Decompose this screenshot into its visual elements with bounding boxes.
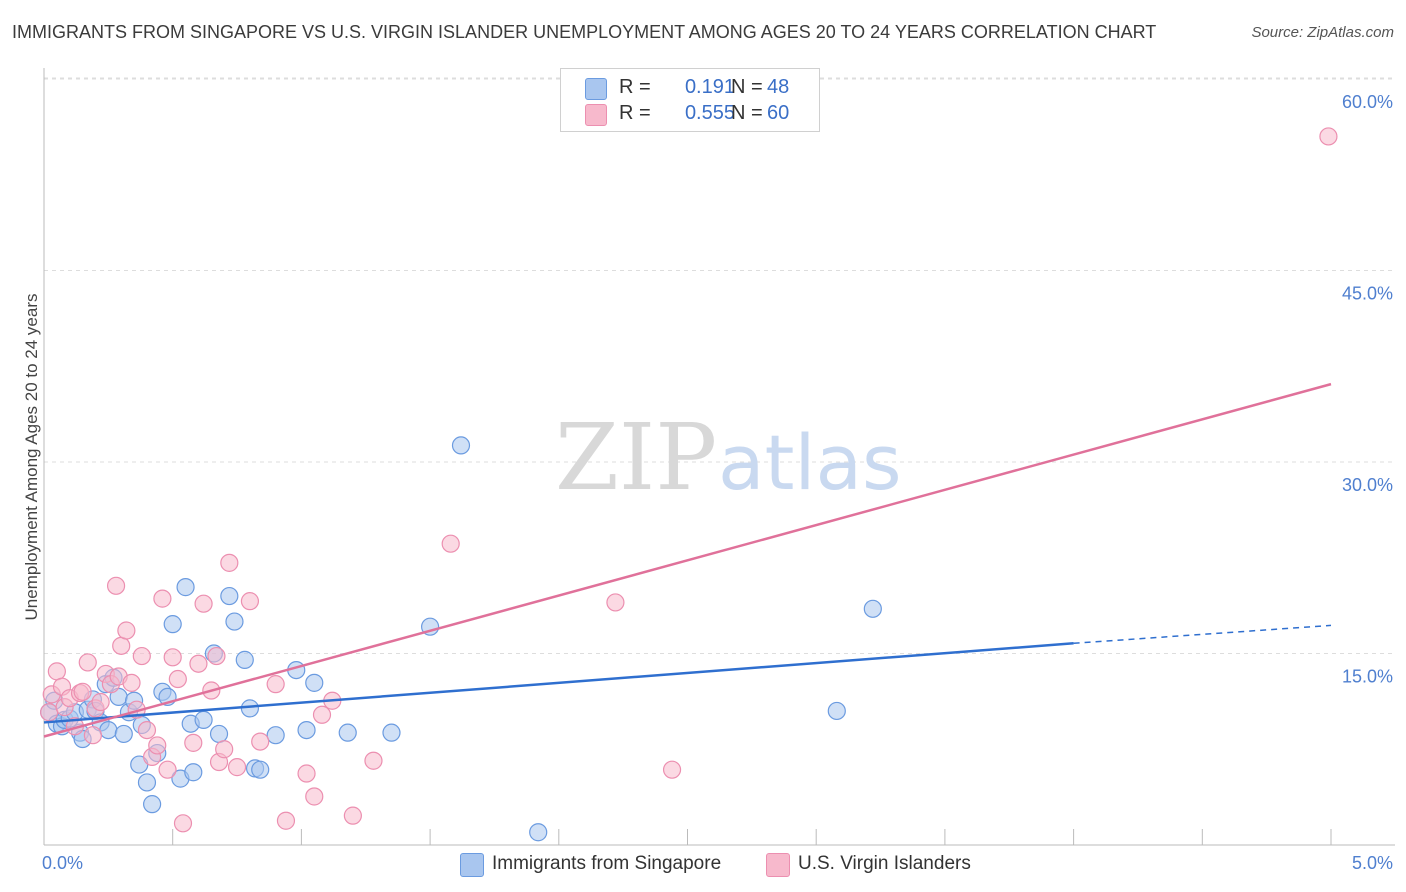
- point-virgin-islanders: [137, 720, 157, 740]
- point-singapore: [176, 578, 195, 597]
- y-tick-label: 30.0%: [1342, 475, 1393, 495]
- point-singapore: [305, 673, 324, 692]
- point-virgin-islanders: [40, 703, 59, 722]
- point-singapore: [240, 699, 260, 718]
- source-label: Source: ZipAtlas.com: [1251, 24, 1394, 41]
- point-singapore: [220, 586, 239, 606]
- point-virgin-islanders: [194, 594, 213, 613]
- point-virgin-islanders: [240, 592, 260, 611]
- point-virgin-islanders: [148, 736, 167, 755]
- legend: R = 0.191 N = 48 R = 0.555 N = 60: [560, 68, 820, 132]
- legend-swatch-singapore: [585, 78, 607, 100]
- bottom-legend-swatch-singapore: [460, 853, 484, 877]
- point-virgin-islanders: [606, 593, 625, 612]
- tick-labels: 15.0% 30.0% 45.0% 60.0% 0.0% 5.0%: [42, 92, 1393, 873]
- point-virgin-islanders: [251, 732, 270, 751]
- watermark-atlas: atlas: [718, 418, 902, 507]
- bottom-legend-label-virgin-islanders: U.S. Virgin Islanders: [798, 853, 971, 874]
- data-points: [40, 127, 1338, 842]
- point-virgin-islanders: [117, 621, 136, 640]
- point-virgin-islanders: [158, 760, 177, 779]
- legend-n-value: 48: [767, 76, 790, 98]
- y-tick-label: 45.0%: [1342, 284, 1393, 304]
- point-virgin-islanders: [184, 733, 203, 752]
- y-tick-label: 60.0%: [1342, 92, 1393, 112]
- point-virgin-islanders: [106, 576, 126, 595]
- point-virgin-islanders: [153, 589, 172, 608]
- point-singapore: [114, 724, 133, 744]
- legend-n-value: 60: [767, 102, 790, 124]
- point-virgin-islanders: [73, 682, 92, 701]
- point-virgin-islanders: [276, 811, 296, 830]
- point-singapore: [338, 723, 357, 742]
- point-virgin-islanders: [441, 534, 460, 553]
- point-virgin-islanders: [122, 673, 141, 692]
- legend-r-label: R =: [619, 76, 651, 98]
- bottom-legend-label-singapore: Immigrants from Singapore: [492, 853, 722, 874]
- bottom-legend-swatch-virgin-islanders: [766, 853, 790, 877]
- trendline-singapore-extension: [1073, 624, 1332, 645]
- point-virgin-islanders: [305, 787, 324, 806]
- point-virgin-islanders: [312, 705, 332, 724]
- legend-r-value: 0.191: [684, 76, 735, 98]
- watermark-zip: ZIP: [555, 404, 717, 511]
- point-singapore: [297, 720, 316, 740]
- point-virgin-islanders: [189, 654, 208, 673]
- trendline-virgin-islanders: [43, 382, 1332, 738]
- point-virgin-islanders: [168, 669, 187, 689]
- point-virgin-islanders: [78, 653, 97, 672]
- point-singapore: [827, 701, 846, 721]
- point-singapore: [99, 720, 118, 740]
- point-virgin-islanders: [112, 636, 131, 655]
- gridlines: [44, 77, 1395, 654]
- point-virgin-islanders: [1319, 127, 1338, 146]
- y-tick-label: 15.0%: [1342, 667, 1393, 687]
- point-singapore: [529, 823, 548, 842]
- legend-n-label: N =: [731, 76, 763, 98]
- point-virgin-islanders: [91, 692, 110, 712]
- point-virgin-islanders: [47, 662, 66, 681]
- point-singapore: [163, 615, 182, 634]
- chart-title: IMMIGRANTS FROM SINGAPORE VS U.S. VIRGIN…: [12, 22, 1157, 42]
- point-singapore: [863, 599, 882, 618]
- point-virgin-islanders: [364, 751, 383, 770]
- point-virgin-islanders: [343, 806, 362, 825]
- legend-r-label: R =: [619, 102, 651, 124]
- point-singapore: [143, 795, 162, 814]
- point-virgin-islanders: [297, 764, 316, 783]
- point-virgin-islanders: [173, 814, 193, 833]
- trendlines: [43, 382, 1332, 738]
- point-virgin-islanders: [207, 646, 226, 666]
- legend-n-label: N =: [731, 102, 763, 124]
- x-tick-label: 0.0%: [42, 853, 83, 873]
- point-virgin-islanders: [662, 760, 682, 779]
- watermark: ZIP atlas: [555, 404, 902, 511]
- point-singapore: [194, 710, 213, 729]
- point-singapore: [251, 760, 270, 779]
- point-virgin-islanders: [215, 740, 234, 759]
- point-singapore: [266, 726, 285, 745]
- trendline-singapore: [43, 642, 1074, 724]
- point-singapore: [225, 612, 244, 631]
- point-singapore: [382, 723, 401, 742]
- y-axis-label: Unemployment Among Ages 20 to 24 years: [22, 294, 41, 621]
- point-virgin-islanders: [220, 553, 239, 572]
- point-singapore: [451, 436, 471, 455]
- axes: [43, 68, 1395, 846]
- legend-r-value: 0.555: [684, 102, 735, 124]
- legend-swatch-virgin-islanders: [585, 104, 607, 126]
- point-virgin-islanders: [266, 675, 285, 694]
- point-singapore: [184, 763, 203, 782]
- point-virgin-islanders: [83, 726, 103, 745]
- point-singapore: [209, 724, 229, 744]
- point-singapore: [235, 650, 254, 669]
- point-virgin-islanders: [132, 646, 151, 666]
- point-virgin-islanders: [227, 758, 247, 777]
- point-virgin-islanders: [163, 648, 182, 667]
- x-tick-label: 5.0%: [1352, 853, 1393, 873]
- point-singapore: [137, 773, 157, 792]
